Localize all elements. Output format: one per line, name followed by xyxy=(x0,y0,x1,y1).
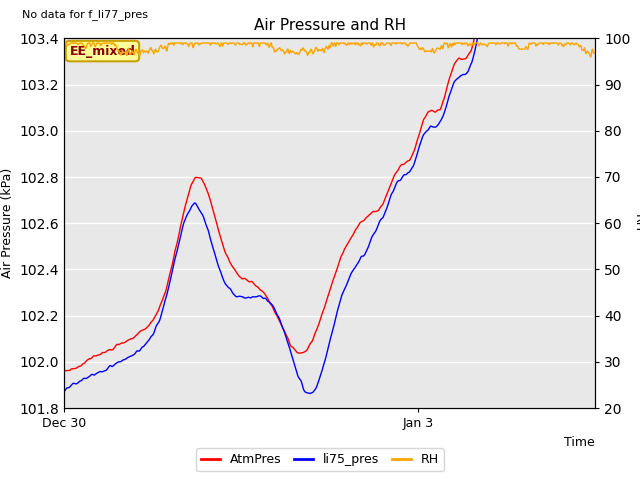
Text: EE_mixed: EE_mixed xyxy=(70,45,136,58)
X-axis label: Time: Time xyxy=(564,435,595,449)
Y-axis label: Air Pressure (kPa): Air Pressure (kPa) xyxy=(1,168,14,278)
Text: No data for f_li77_pres: No data for f_li77_pres xyxy=(22,9,147,20)
Y-axis label: RH: RH xyxy=(632,214,640,232)
Title: Air Pressure and RH: Air Pressure and RH xyxy=(253,18,406,33)
Legend: AtmPres, li75_pres, RH: AtmPres, li75_pres, RH xyxy=(196,448,444,471)
